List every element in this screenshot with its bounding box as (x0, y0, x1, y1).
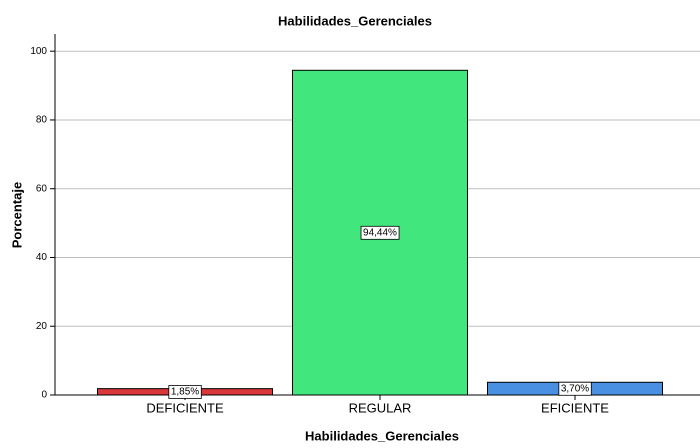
x-tick-label: REGULAR (349, 400, 412, 415)
bar (292, 69, 468, 396)
y-tick-label: 80 (36, 115, 48, 126)
y-tick-label: 100 (30, 46, 47, 57)
y-tick-label: 40 (36, 252, 48, 263)
x-tick-label: DEFICIENTE (146, 400, 224, 415)
value-label-box (558, 381, 592, 396)
x-tick-label: EFICIENTE (541, 400, 609, 415)
value-label-box (168, 385, 202, 399)
value-label: 94,44% (363, 227, 397, 238)
y-tick-label: 60 (36, 183, 48, 194)
value-label-box (360, 225, 400, 240)
value-label: 3,70% (561, 383, 589, 394)
value-label: 1,85% (171, 386, 199, 397)
y-tick-label: 20 (36, 321, 48, 332)
x-axis-label: Habilidades_Gerenciales (305, 428, 459, 443)
y-axis-label: Porcentaje (9, 182, 24, 248)
chart-title: Habilidades_Gerenciales (278, 13, 432, 28)
y-tick-label: 0 (41, 390, 47, 401)
